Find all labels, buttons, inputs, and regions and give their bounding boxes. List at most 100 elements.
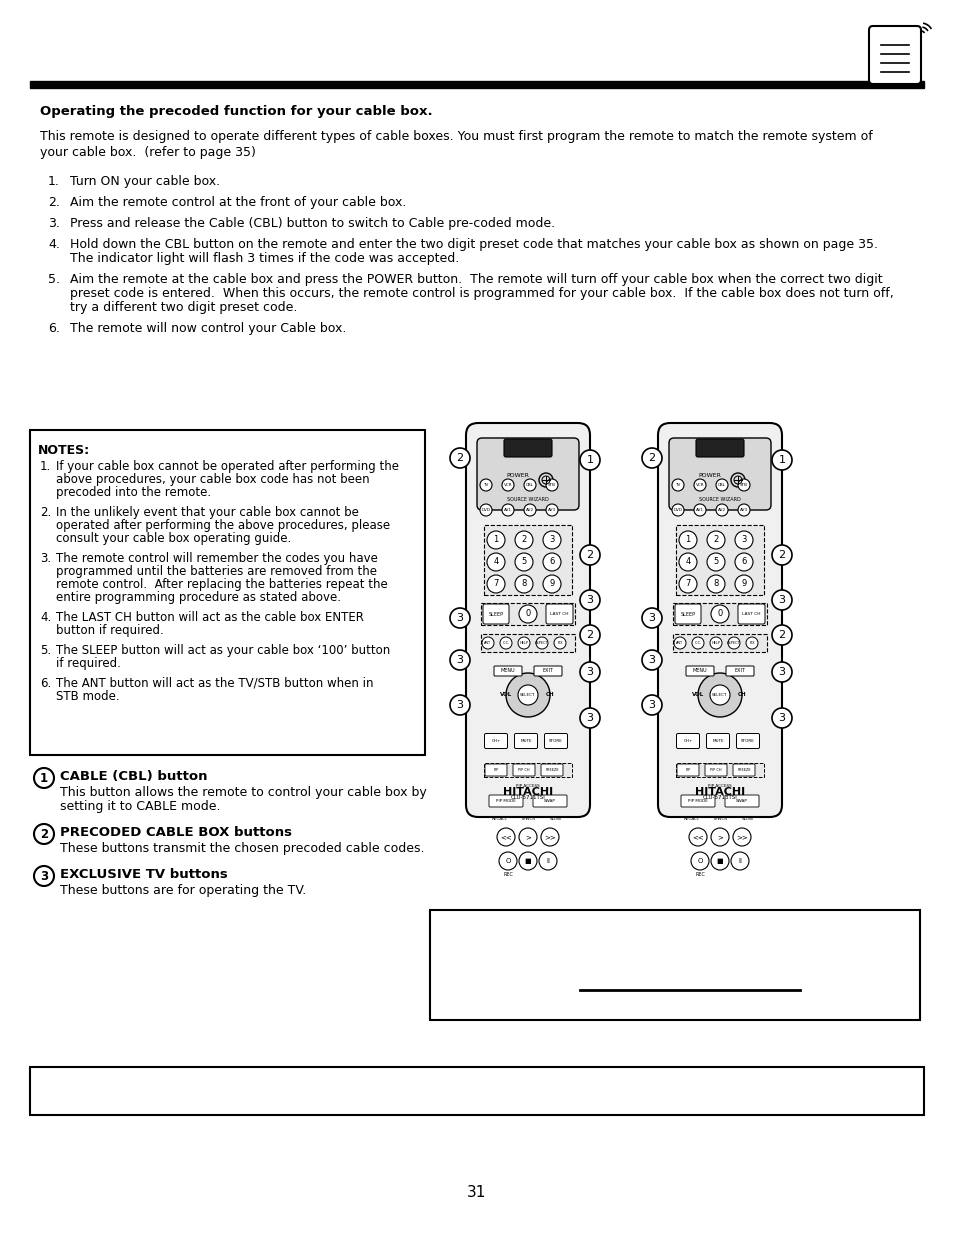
Text: VOL: VOL [691, 693, 703, 698]
Text: STB: STB [740, 483, 747, 487]
Circle shape [518, 827, 537, 846]
Text: II: II [738, 858, 741, 864]
Text: 2.: 2. [48, 196, 60, 209]
Text: AV3: AV3 [740, 508, 747, 513]
FancyBboxPatch shape [725, 666, 753, 676]
Text: PIP CH: PIP CH [709, 768, 721, 772]
Text: PIX: PIX [748, 641, 754, 645]
FancyBboxPatch shape [738, 604, 764, 624]
Text: The ANT button will act as the TV/STB button when in: The ANT button will act as the TV/STB bu… [56, 677, 374, 690]
Circle shape [515, 576, 533, 593]
Text: 2: 2 [586, 550, 593, 559]
Text: 9: 9 [740, 579, 746, 589]
Text: SLEEP: SLEEP [488, 611, 503, 616]
Text: 2: 2 [713, 536, 718, 545]
Text: STB mode.: STB mode. [56, 690, 119, 703]
Circle shape [479, 504, 492, 516]
Circle shape [486, 531, 504, 550]
Text: Hold down the CBL button on the remote and enter the two digit preset code that : Hold down the CBL button on the remote a… [70, 238, 877, 251]
Text: If your cable box cannot be operated after performing the: If your cable box cannot be operated aft… [56, 459, 398, 473]
Text: TV: TV [483, 483, 488, 487]
FancyBboxPatch shape [465, 424, 589, 818]
Text: 4.: 4. [48, 238, 60, 251]
Text: EXIT: EXIT [734, 668, 744, 673]
Circle shape [517, 637, 530, 650]
Text: ■: ■ [716, 858, 722, 864]
Text: REC: REC [695, 872, 704, 877]
Circle shape [698, 673, 741, 718]
Circle shape [745, 637, 758, 650]
Text: 3: 3 [778, 667, 784, 677]
Text: The SLEEP button will act as your cable box ‘100’ button: The SLEEP button will act as your cable … [56, 643, 390, 657]
Text: 3: 3 [456, 655, 463, 664]
FancyBboxPatch shape [483, 525, 572, 595]
Circle shape [515, 531, 533, 550]
Text: 0: 0 [717, 610, 721, 619]
FancyBboxPatch shape [704, 764, 726, 776]
Text: AV2: AV2 [525, 508, 534, 513]
Text: EXCLUSIVE TV buttons: EXCLUSIVE TV buttons [60, 868, 228, 881]
Text: 5.: 5. [48, 273, 60, 287]
Text: 7: 7 [684, 579, 690, 589]
FancyBboxPatch shape [430, 910, 919, 1020]
Text: CLU-5713TSI: CLU-5713TSI [701, 795, 737, 800]
Circle shape [501, 479, 514, 492]
Circle shape [450, 448, 470, 468]
Circle shape [738, 504, 749, 516]
Text: PIX: PIX [557, 641, 562, 645]
Text: These buttons are for operating the TV.: These buttons are for operating the TV. [60, 884, 306, 897]
Text: TVWCR: TVWCR [519, 818, 535, 821]
Circle shape [727, 637, 740, 650]
Bar [30, 82, 923, 88]
Text: The remote control will remember the codes you have: The remote control will remember the cod… [56, 552, 377, 564]
Circle shape [710, 605, 728, 622]
FancyBboxPatch shape [668, 438, 770, 510]
Text: ASPECT: ASPECT [726, 641, 740, 645]
Text: Aim the remote at the cable box and press the POWER button.  The remote will tur: Aim the remote at the cable box and pres… [70, 273, 882, 287]
FancyBboxPatch shape [658, 424, 781, 818]
Text: PIP: PIP [684, 768, 690, 772]
Text: SWAP: SWAP [543, 799, 556, 803]
Text: 1: 1 [40, 772, 48, 784]
Text: VOL: VOL [499, 693, 512, 698]
Circle shape [498, 852, 517, 869]
Text: LAST CH: LAST CH [549, 613, 568, 616]
Circle shape [536, 637, 547, 650]
FancyBboxPatch shape [680, 795, 714, 806]
Text: SLEEP: SLEEP [679, 611, 695, 616]
Text: VCR: VCR [503, 483, 512, 487]
Text: STORE: STORE [549, 739, 562, 743]
Text: PIP ACCESS: PIP ACCESS [707, 784, 731, 788]
Text: PIP: PIP [493, 768, 498, 772]
Text: MENU: MENU [692, 668, 706, 673]
Text: 6.: 6. [40, 677, 51, 690]
Text: CH: CH [737, 693, 745, 698]
Text: SLOW: SLOW [549, 818, 561, 821]
Circle shape [540, 827, 558, 846]
Text: 2: 2 [586, 630, 593, 640]
Text: The LAST CH button will act as the cable box ENTER: The LAST CH button will act as the cable… [56, 611, 363, 624]
Text: 4.: 4. [40, 611, 51, 624]
FancyBboxPatch shape [675, 604, 700, 624]
Circle shape [709, 637, 721, 650]
Text: HITACHI: HITACHI [694, 787, 744, 797]
Text: SELECT: SELECT [519, 693, 536, 697]
FancyBboxPatch shape [480, 603, 575, 625]
Text: FREEZE: FREEZE [737, 768, 750, 772]
Text: MENU: MENU [500, 668, 515, 673]
Text: AV1: AV1 [503, 508, 512, 513]
Text: Operating the precoded function for your cable box.: Operating the precoded function for your… [40, 105, 432, 119]
Circle shape [523, 479, 536, 492]
Text: 3: 3 [648, 700, 655, 710]
Circle shape [706, 576, 724, 593]
Text: C.C.: C.C. [694, 641, 700, 645]
Text: 3: 3 [778, 595, 784, 605]
Text: 5.: 5. [40, 643, 51, 657]
FancyBboxPatch shape [540, 764, 562, 776]
Text: setting it to CABLE mode.: setting it to CABLE mode. [60, 800, 220, 813]
Text: Press and release the Cable (CBL) button to switch to Cable pre-coded mode.: Press and release the Cable (CBL) button… [70, 217, 555, 230]
FancyBboxPatch shape [489, 795, 522, 806]
Text: HELP: HELP [711, 641, 720, 645]
Text: RECALL: RECALL [683, 818, 700, 821]
Text: CBL: CBL [525, 483, 534, 487]
